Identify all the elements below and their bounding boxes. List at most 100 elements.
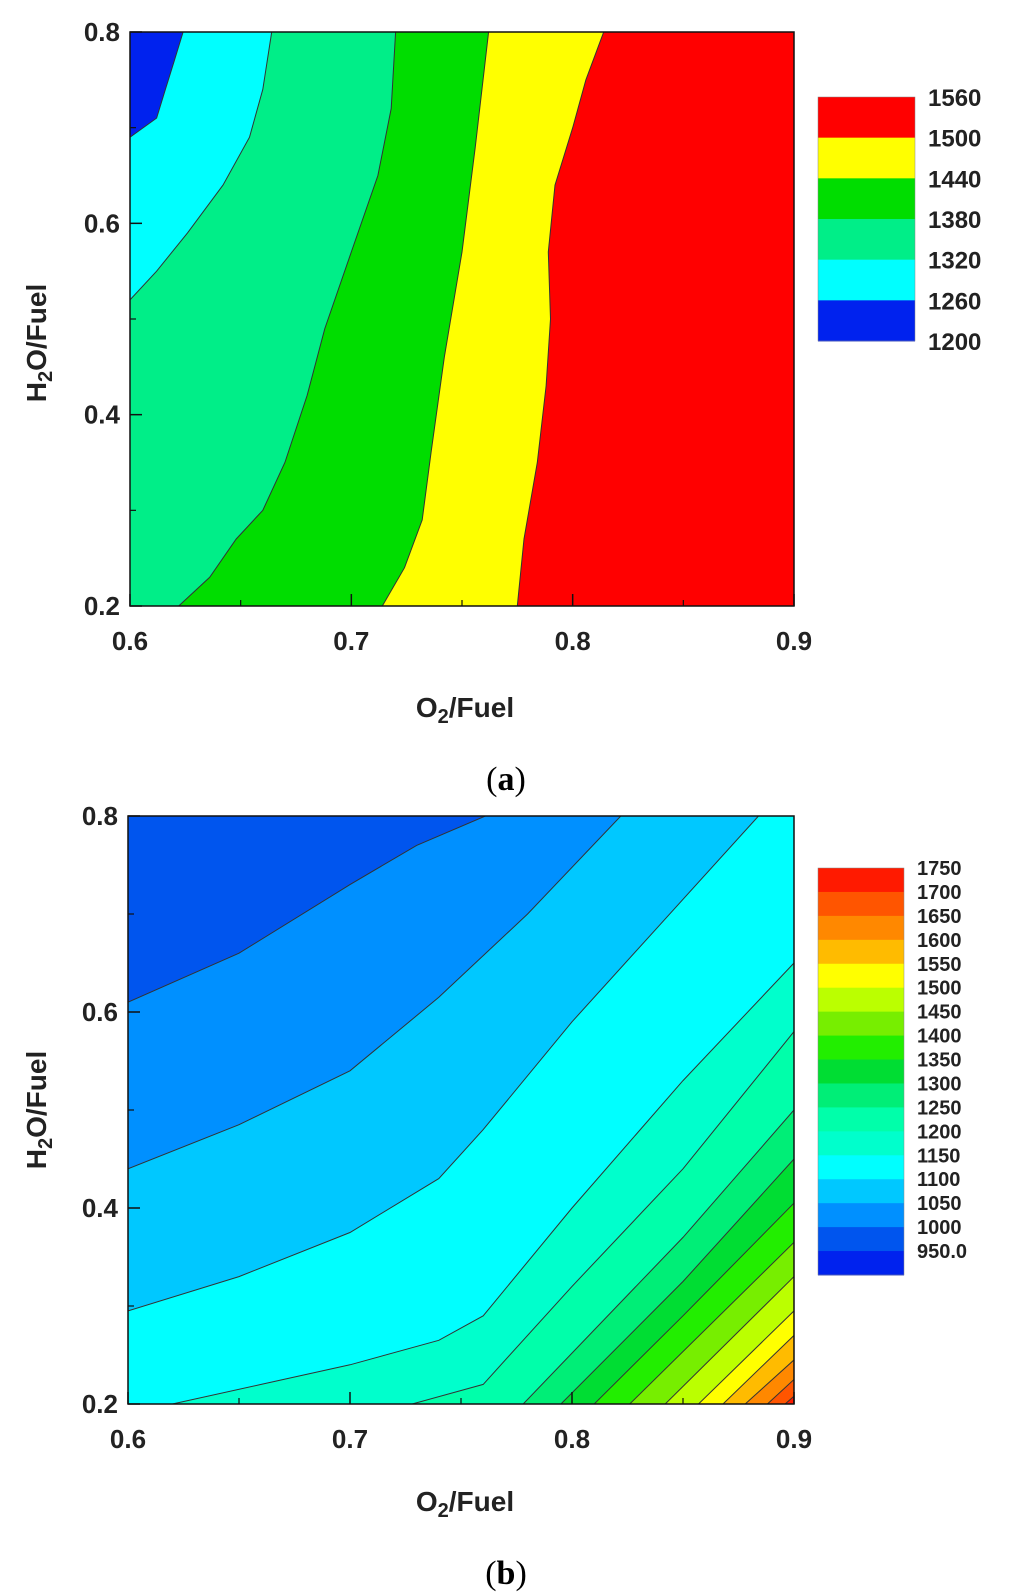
y-tick-label-b-2: 0.6 — [82, 997, 118, 1027]
legend-swatch-b-10 — [818, 1107, 904, 1132]
contour-line-b-1300 — [412, 1031, 794, 1404]
legend-label-b-1: 1700 — [917, 882, 962, 904]
y-tick-label-a-1: 0.4 — [84, 400, 121, 430]
contour-line-b-1750 — [767, 1379, 794, 1404]
contour-line-b-1800 — [784, 1395, 794, 1404]
y-tick-label-a-0: 0.2 — [84, 591, 120, 621]
x-tick-label-b-0: 0.6 — [110, 1424, 146, 1454]
panel-label-b-open: ( — [485, 1555, 496, 1592]
legend-label-b-14: 1050 — [917, 1193, 962, 1215]
legend-label-b-5: 1500 — [917, 978, 962, 1000]
contour-line-a-1260 — [130, 32, 184, 138]
x-axis-title-b: O2/Fuel — [416, 1486, 514, 1522]
panel-label-a-close: ) — [515, 761, 526, 798]
contour-line-b-1150 — [128, 816, 622, 1170]
x-axis-title-a-main: O — [416, 692, 438, 723]
legend-label-b-7: 1400 — [917, 1026, 962, 1048]
contour-line-b-1650 — [722, 1335, 794, 1404]
y-axis-title-a: H2O/Fuel — [21, 284, 57, 402]
contour-line-b-1350 — [522, 1109, 794, 1404]
contour-panel-a: 0.6 0.7 0.8 0.9 0.2 0.4 0.6 0.8 1560 1500 1440 138… — [21, 17, 981, 798]
contour-line-b-1500 — [629, 1241, 794, 1404]
contour-line-a-1500 — [516, 32, 605, 606]
contour-band-a-5 — [517, 32, 794, 606]
legend-swatch-b-3 — [818, 939, 904, 965]
legend-swatch-b-6 — [818, 1011, 904, 1037]
legend-swatch-b-12 — [818, 1155, 904, 1180]
legend-swatch-a-2 — [818, 178, 915, 220]
legend-label-b-8: 1350 — [917, 1050, 962, 1072]
y-axis-title-a-main: H — [21, 382, 52, 402]
x-tick-label-a-1: 0.7 — [333, 626, 369, 656]
contour-line-b-1450 — [593, 1202, 794, 1404]
legend-swatch-b-2 — [818, 915, 904, 941]
y-tick-label-b-0: 0.2 — [82, 1389, 118, 1419]
legend-label-b-15: 1000 — [917, 1217, 962, 1239]
contour-line-b-1250 — [172, 962, 794, 1404]
y-axis-title-b-main: H — [21, 1149, 52, 1169]
legend-label-a-6: 1200 — [928, 329, 981, 356]
y-axis-title-a-sub: 2 — [35, 371, 57, 382]
contour-line-b-1200 — [128, 816, 759, 1312]
panel-label-b-close: ) — [515, 1555, 526, 1592]
legend-label-b-0: 1750 — [917, 858, 962, 880]
legend-label-b-12: 1150 — [917, 1145, 960, 1167]
x-tick-label-a-3: 0.9 — [776, 626, 812, 656]
legend-label-a-1: 1500 — [928, 126, 981, 153]
legend-swatch-a-5 — [818, 300, 915, 342]
y-axis-title-b-sub: 2 — [35, 1138, 57, 1149]
x-tick-label-a-0: 0.6 — [112, 626, 148, 656]
legend-swatch-b-11 — [818, 1131, 904, 1156]
legend-label-a-5: 1260 — [928, 288, 981, 315]
plot-area-a — [130, 32, 794, 606]
legend-label-b-10: 1250 — [917, 1097, 962, 1119]
x-tick-label-a-2: 0.8 — [555, 626, 591, 656]
legend-swatch-a-1 — [818, 137, 915, 179]
legend-label-b-11: 1200 — [917, 1121, 962, 1143]
contour-line-b-1700 — [744, 1359, 794, 1404]
y-tick-label-a-3: 0.8 — [84, 17, 120, 47]
panel-label-a: (a) — [486, 761, 526, 798]
legend-swatch-a-4 — [818, 259, 915, 301]
legend-label-a-4: 1320 — [928, 248, 981, 275]
legend-label-a-2: 1440 — [928, 166, 981, 193]
legend-frame-b — [817, 867, 905, 1276]
legend-swatch-b-13 — [818, 1179, 904, 1204]
y-tick-label-b-3: 0.8 — [82, 801, 118, 831]
contour-line-a-1320 — [130, 32, 273, 301]
legend-a: 1560 1500 1440 1380 1320 1260 1200 — [817, 85, 981, 356]
contour-line-b-1400 — [560, 1158, 794, 1404]
x-axis-title-b-rest: /Fuel — [449, 1486, 514, 1517]
legend-label-b-13: 1100 — [917, 1169, 960, 1191]
legend-label-a-3: 1380 — [928, 207, 981, 234]
legend-swatch-b-8 — [818, 1059, 904, 1084]
legend-label-b-3: 1600 — [917, 930, 962, 952]
x-tick-label-b-1: 0.7 — [332, 1424, 368, 1454]
contour-line-a-1440 — [381, 32, 490, 606]
x-axis-title-a-sub: 2 — [438, 706, 449, 728]
legend-label-a-0: 1560 — [928, 85, 981, 112]
x-tick-label-b-3: 0.9 — [776, 1424, 812, 1454]
y-axis-title-b-rest: O/Fuel — [21, 1051, 52, 1138]
legend-swatch-a-3 — [818, 219, 915, 261]
legend-swatch-b-7 — [818, 1035, 904, 1061]
legend-label-b-6: 1450 — [917, 1002, 962, 1024]
legend-swatch-b-9 — [818, 1083, 904, 1108]
legend-swatch-b-5 — [818, 987, 904, 1013]
legend-swatch-b-15 — [818, 1227, 904, 1252]
x-axis-title-b-sub: 2 — [438, 1500, 449, 1522]
panel-label-a-letter: a — [498, 761, 515, 798]
x-axis-title-a: O2/Fuel — [416, 692, 514, 728]
legend-label-b-4: 1550 — [917, 954, 962, 976]
contour-line-a-1380 — [178, 32, 397, 606]
panel-label-b-letter: b — [497, 1555, 516, 1592]
y-tick-label-b-1: 0.4 — [82, 1193, 119, 1223]
legend-swatch-b-14 — [818, 1203, 904, 1228]
x-tick-label-b-2: 0.8 — [554, 1424, 590, 1454]
x-axis-title-a-rest: /Fuel — [449, 692, 514, 723]
legend-label-b-9: 1300 — [917, 1073, 962, 1095]
y-axis-title-a-rest: O/Fuel — [21, 284, 52, 371]
panel-label-a-open: ( — [486, 761, 497, 798]
panel-label-b: (b) — [485, 1555, 527, 1592]
